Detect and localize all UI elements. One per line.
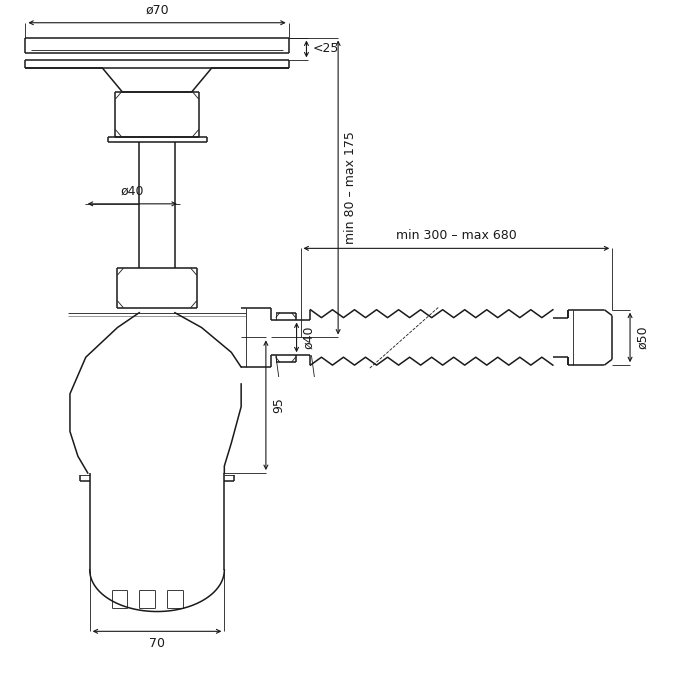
Text: ø40: ø40: [302, 326, 316, 349]
Text: <25: <25: [312, 43, 339, 55]
Text: ø40: ø40: [120, 185, 144, 198]
Text: 70: 70: [149, 637, 165, 650]
Text: ø50: ø50: [636, 326, 649, 349]
Text: min 80 – max 175: min 80 – max 175: [344, 131, 357, 244]
Text: 95: 95: [272, 398, 285, 413]
Text: ø70: ø70: [145, 4, 169, 17]
Text: min 300 – max 680: min 300 – max 680: [396, 230, 517, 242]
